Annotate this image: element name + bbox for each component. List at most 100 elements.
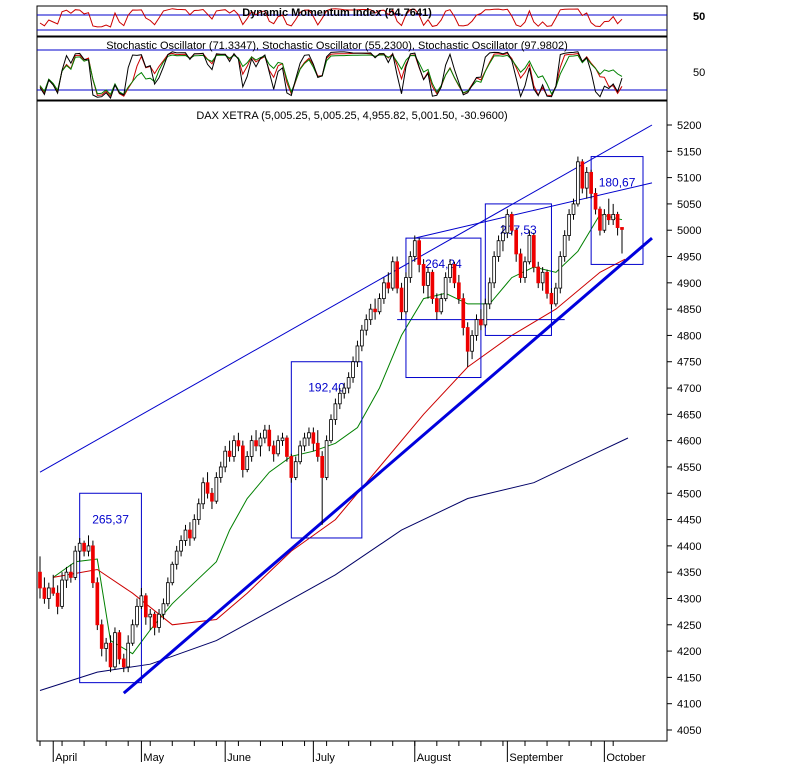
candle-body [576,161,580,205]
candle-body [161,603,166,615]
candle-body [196,503,201,520]
candle-body [611,214,616,221]
y-tick-label: 4500 [677,488,701,500]
candle-body [602,214,607,231]
y-tick-label: 4350 [677,567,701,579]
y-tick-label: 4850 [677,304,701,316]
y-tick-label: 5050 [677,199,701,211]
candle-body [69,571,73,578]
candle-body [527,235,532,263]
candlesticks [38,156,624,673]
candle-body [364,319,369,331]
candle-body [390,261,395,289]
candle-body [509,214,514,231]
candle-body [505,214,510,234]
candle-body [91,545,95,584]
candle-body [227,450,232,457]
x-month-label: October [606,752,645,764]
candle-body [523,261,527,278]
candle-body [536,266,541,284]
moving-average-line [53,258,626,626]
candle-body [360,329,364,347]
candle-body [258,437,263,447]
candle-body [492,256,496,284]
candle-body [412,240,417,257]
candle-body [276,440,280,455]
dmi-panel-frame [36,5,668,37]
candle-body [443,277,448,300]
candle-body [99,624,104,649]
candle-body [236,440,241,447]
candle-body [135,605,139,626]
candle-body [293,461,298,478]
candle-body [355,345,360,363]
candle-body [439,298,444,313]
stochastic-line-black [39,51,623,100]
y-tick-label: 5200 [677,120,701,132]
candle-body [558,256,563,289]
candle-body [104,642,108,649]
candle-body [179,540,183,552]
candle-body [593,192,598,210]
candle-body [82,542,86,552]
candle-body [395,261,399,289]
candle-body [289,456,294,478]
candle-body [285,437,289,457]
candle-body [452,264,457,284]
candle-body [302,437,307,447]
stochastic-line-red [39,52,623,98]
candle-body [434,298,439,313]
candle-body [148,613,153,618]
candle-body [342,387,347,394]
candle-body [518,253,523,278]
dmi-panel: Dynamic Momentum Index (54.7641) 50 [36,5,705,37]
y-tick-label: 4250 [677,620,701,632]
candle-body [245,456,250,470]
candle-body [567,214,571,236]
candle-body [496,240,501,257]
candle-body [549,292,554,305]
y-tick-label: 4050 [677,725,701,737]
x-month-label: July [315,752,335,764]
price-panel: DAX XETRA (5,005.25, 5,005.25, 4,955.82,… [36,100,701,764]
candle-body [77,542,82,552]
candle-body [232,440,236,457]
candle-body [117,632,122,660]
candle-body [448,264,452,278]
moving-averages [39,213,629,691]
candle-body [382,282,386,300]
trendlines [39,124,653,695]
y-tick-label: 4300 [677,593,701,605]
candle-body [152,613,157,628]
trendline [122,236,653,695]
y-tick-label: 4150 [677,672,701,684]
candle-body [183,529,188,542]
candle-body [487,282,492,305]
candle-body [571,203,576,215]
x-month-label: August [417,752,451,764]
candle-body [320,456,325,478]
candle-body [346,377,351,389]
candle-body [562,235,567,257]
candle-body [615,214,620,228]
candle-body [188,529,192,539]
candle-body [337,392,342,405]
candle-body [130,624,135,644]
candle-body [126,642,131,668]
candle-body [540,271,545,284]
moving-average-line [39,437,629,691]
candle-body [249,440,254,457]
candle-body [465,327,470,352]
candle-body [470,335,474,352]
candle-body [205,482,210,494]
candle-body [166,582,170,605]
candle-body [426,271,430,286]
candle-body [73,550,78,578]
candle-body [324,440,329,478]
y-tick-label: 4750 [677,357,701,369]
price-panel-frame [36,100,668,742]
x-month-label: September [509,752,563,764]
stochastic-title: Stochastic Oscillator (71.3347), Stochas… [106,40,568,52]
candle-body [386,282,391,289]
